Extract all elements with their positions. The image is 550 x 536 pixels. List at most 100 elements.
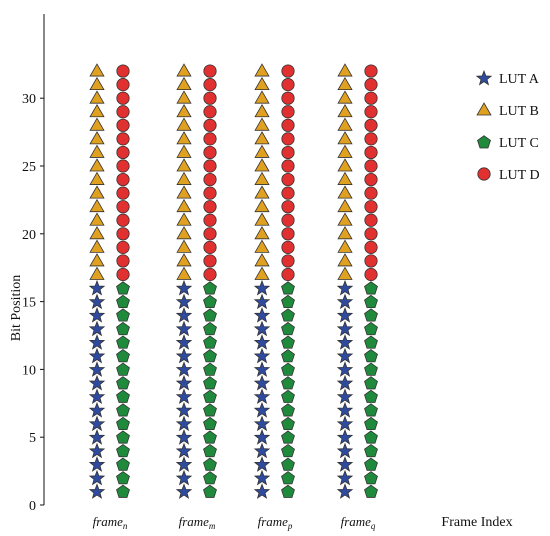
marker-pentagon: [203, 416, 217, 431]
marker-circle: [364, 186, 378, 200]
marker-star: [88, 334, 106, 350]
marker-circle: [281, 267, 295, 282]
marker-circle: [281, 254, 295, 268]
marker-star: [253, 334, 271, 350]
marker-circle: [203, 186, 217, 200]
marker-star: [88, 483, 106, 499]
marker-circle: [116, 186, 130, 200]
marker-circle: [364, 64, 378, 78]
marker-circle: [116, 145, 130, 160]
marker-pentagon: [203, 335, 217, 349]
marker-star: [253, 361, 271, 377]
marker-circle: [364, 200, 378, 214]
marker-triangle: [254, 103, 270, 118]
marker-star: [253, 347, 271, 364]
legend-label: LUT D: [499, 168, 540, 183]
marker-triangle: [89, 226, 105, 240]
marker-star: [253, 415, 271, 432]
marker-triangle: [254, 212, 270, 226]
marker-circle: [281, 64, 295, 78]
marker-triangle: [254, 198, 270, 213]
marker-triangle: [254, 253, 270, 267]
marker-pentagon: [364, 308, 378, 322]
marker-star: [336, 429, 354, 445]
marker-circle: [281, 172, 295, 187]
marker-circle: [116, 227, 130, 241]
marker-circle: [203, 132, 217, 146]
marker-star: [336, 334, 354, 350]
marker-circle: [281, 118, 295, 132]
y-axis-title: Bit Position: [9, 275, 24, 342]
marker-star: [175, 334, 193, 350]
marker-pentagon: [116, 484, 130, 498]
marker-pentagon: [203, 294, 217, 309]
marker-triangle: [176, 131, 192, 145]
marker-star: [336, 293, 354, 310]
legend: LUT A LUT B LUT C LUT D: [475, 69, 540, 183]
marker-star: [175, 293, 193, 310]
x-tick-label: framep: [258, 514, 293, 531]
marker-pentagon: [116, 416, 130, 431]
y-tick-label: 10: [22, 363, 36, 378]
marker-pentagon: [281, 457, 295, 471]
y-ticks: 0 5 10 15 20 25 30: [22, 92, 44, 514]
marker-triangle: [254, 144, 270, 158]
marker-pentagon: [281, 321, 295, 336]
marker-star: [88, 442, 106, 459]
marker-triangle: [337, 158, 353, 172]
x-axis-title: Frame Index: [441, 515, 512, 530]
marker-triangle: [337, 90, 353, 104]
marker-pentagon: [116, 335, 130, 349]
marker-circle: [281, 200, 295, 214]
marker-pentagon: [116, 403, 130, 417]
marker-triangle: [89, 212, 105, 226]
marker-pentagon: [364, 281, 378, 295]
marker-circle: [281, 186, 295, 200]
marker-pentagon: [364, 294, 378, 309]
marker-star: [175, 374, 193, 391]
marker-circle: [116, 64, 130, 78]
marker-circle: [203, 91, 217, 105]
marker-triangle: [89, 185, 105, 199]
marker-pentagon: [116, 471, 130, 485]
marker-triangle: [89, 239, 105, 253]
marker-triangle: [176, 117, 192, 131]
marker-star: [336, 307, 354, 323]
marker-circle: [203, 64, 217, 78]
marker-star: [175, 456, 193, 472]
marker-circle: [281, 145, 295, 160]
marker-triangle: [89, 253, 105, 267]
marker-star: [336, 388, 354, 405]
marker-pentagon: [203, 349, 217, 363]
marker-circle: [364, 132, 378, 146]
marker-circle: [203, 172, 217, 187]
marker-pentagon: [203, 389, 217, 403]
marker-triangle: [176, 185, 192, 199]
marker-triangle: [176, 171, 192, 185]
marker-triangle: [176, 158, 192, 172]
marker-pentagon: [364, 457, 378, 471]
marker-star: [336, 401, 354, 418]
marker-pentagon: [203, 321, 217, 336]
marker-triangle: [254, 131, 270, 145]
y-tick-label: 0: [29, 499, 36, 514]
marker-star: [253, 293, 271, 310]
legend-triangle-icon: [476, 102, 492, 116]
marker-circle: [364, 240, 378, 254]
marker-circle: [116, 240, 130, 254]
marker-circle: [116, 254, 130, 268]
marker-circle: [116, 91, 130, 105]
marker-triangle: [89, 117, 105, 131]
marker-triangle: [337, 185, 353, 199]
marker-pentagon: [364, 335, 378, 349]
marker-triangle: [89, 266, 105, 280]
y-tick-label: 30: [22, 92, 36, 107]
marker-triangle: [89, 158, 105, 172]
marker-pentagon: [364, 349, 378, 363]
marker-star: [336, 347, 354, 364]
marker-circle: [203, 254, 217, 268]
marker-circle: [116, 159, 130, 173]
marker-pentagon: [281, 389, 295, 403]
marker-circle: [364, 227, 378, 241]
